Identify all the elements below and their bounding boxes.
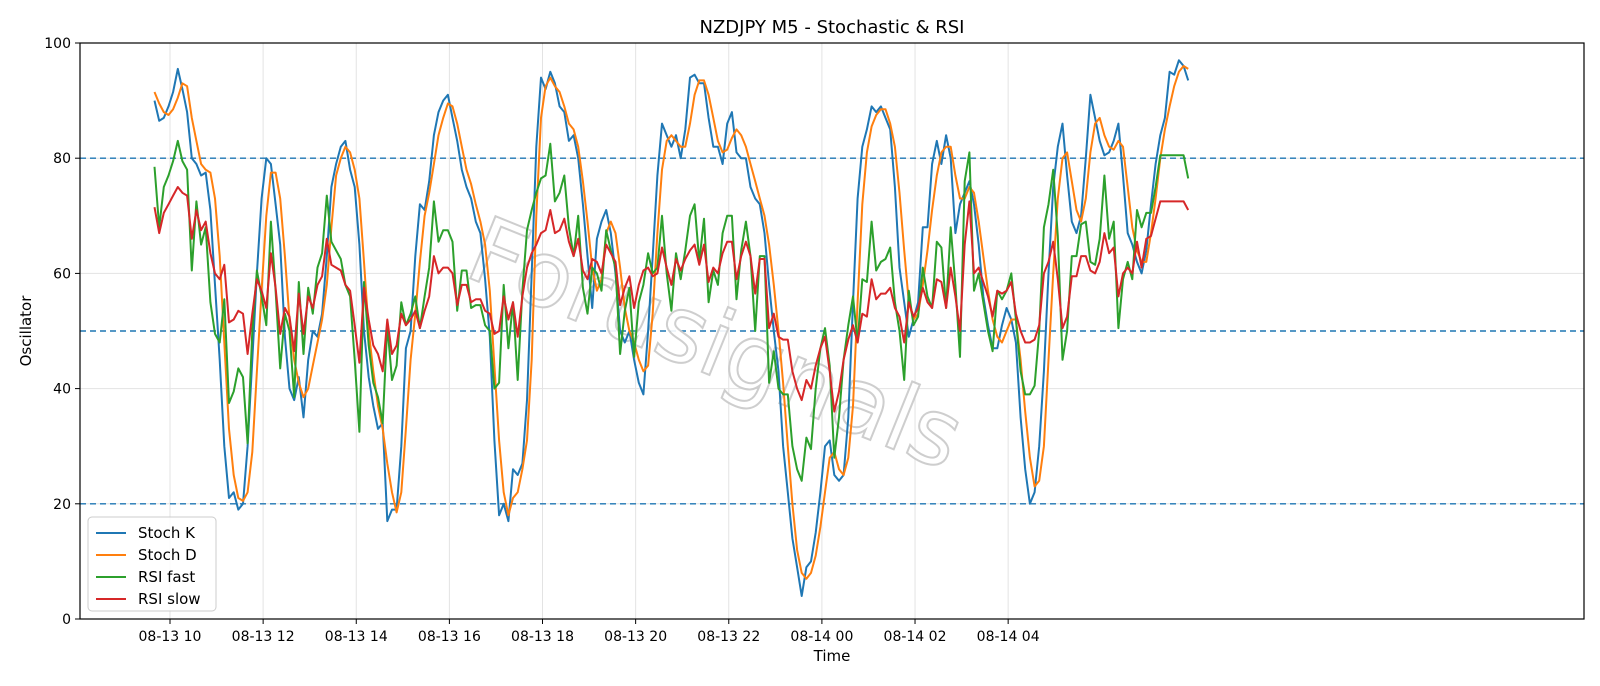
x-tick-label: 08-13 14 bbox=[325, 629, 388, 645]
x-axis-title: Time bbox=[813, 647, 851, 665]
y-tick-label: 40 bbox=[53, 382, 71, 398]
x-tick-label: 08-13 22 bbox=[697, 629, 760, 645]
y-axis: 0 20 40 60 80 100 bbox=[44, 36, 80, 628]
series-line-rsi-slow bbox=[153, 186, 1190, 413]
x-tick-label: 08-13 10 bbox=[139, 629, 202, 645]
series-line-stoch-k bbox=[153, 59, 1190, 597]
legend-label-rsi-fast: RSI fast bbox=[138, 568, 195, 586]
legend-label-rsi-slow: RSI slow bbox=[138, 590, 201, 608]
x-axis: 08-13 10 08-13 12 08-13 14 08-13 16 08-13 18… bbox=[139, 619, 1040, 645]
y-tick-label: 80 bbox=[53, 151, 71, 167]
y-axis-title: Oscillator bbox=[17, 295, 35, 367]
y-tick-label: 0 bbox=[62, 612, 71, 628]
legend: Stoch K Stoch D RSI fast RSI slow bbox=[87, 516, 217, 612]
x-tick-label: 08-14 02 bbox=[884, 629, 947, 645]
chart-title: NZDJPY M5 - Stochastic & RSI bbox=[700, 17, 965, 38]
y-tick-label: 60 bbox=[53, 266, 71, 282]
legend-label-stoch-d: Stoch D bbox=[138, 546, 197, 564]
x-tick-label: 08-14 04 bbox=[977, 629, 1040, 645]
x-tick-label: 08-14 00 bbox=[790, 629, 853, 645]
reference-lines bbox=[80, 157, 1584, 505]
x-tick-label: 08-13 12 bbox=[232, 629, 295, 645]
series-line-rsi-fast bbox=[153, 139, 1190, 482]
x-tick-label: 08-13 20 bbox=[604, 629, 667, 645]
series-lines bbox=[153, 59, 1190, 597]
plot-frame bbox=[79, 42, 1585, 620]
y-tick-label: 100 bbox=[44, 36, 71, 52]
legend-label-stoch-k: Stoch K bbox=[138, 524, 196, 542]
y-tick-label: 20 bbox=[53, 497, 71, 513]
x-tick-label: 08-13 18 bbox=[511, 629, 574, 645]
legend-box bbox=[87, 516, 217, 612]
x-tick-label: 08-13 16 bbox=[418, 629, 481, 645]
